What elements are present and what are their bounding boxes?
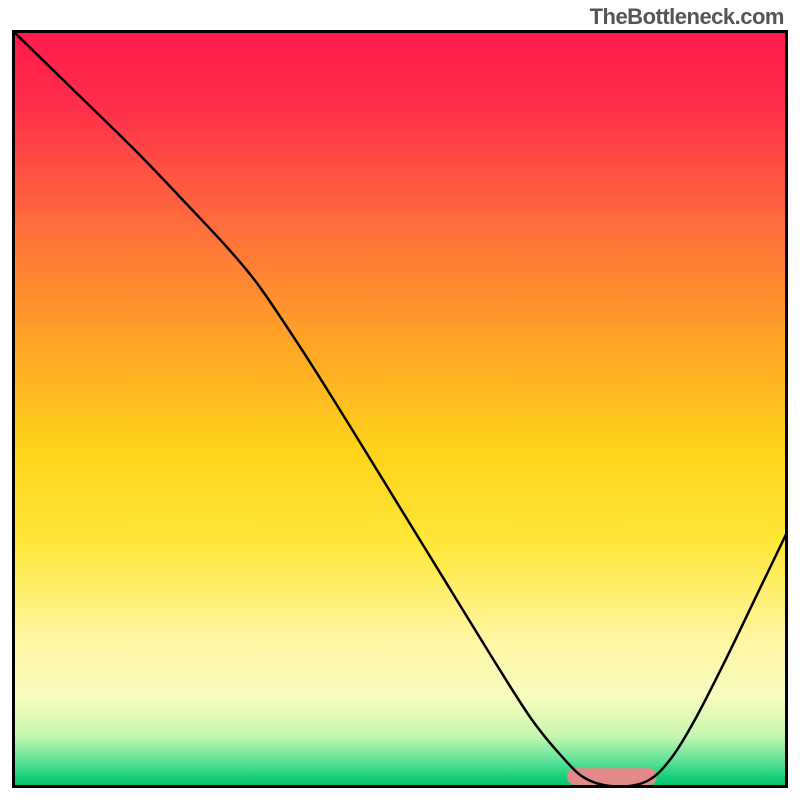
gradient-curve-chart (12, 30, 788, 788)
watermark-text: TheBottleneck.com (590, 4, 784, 30)
